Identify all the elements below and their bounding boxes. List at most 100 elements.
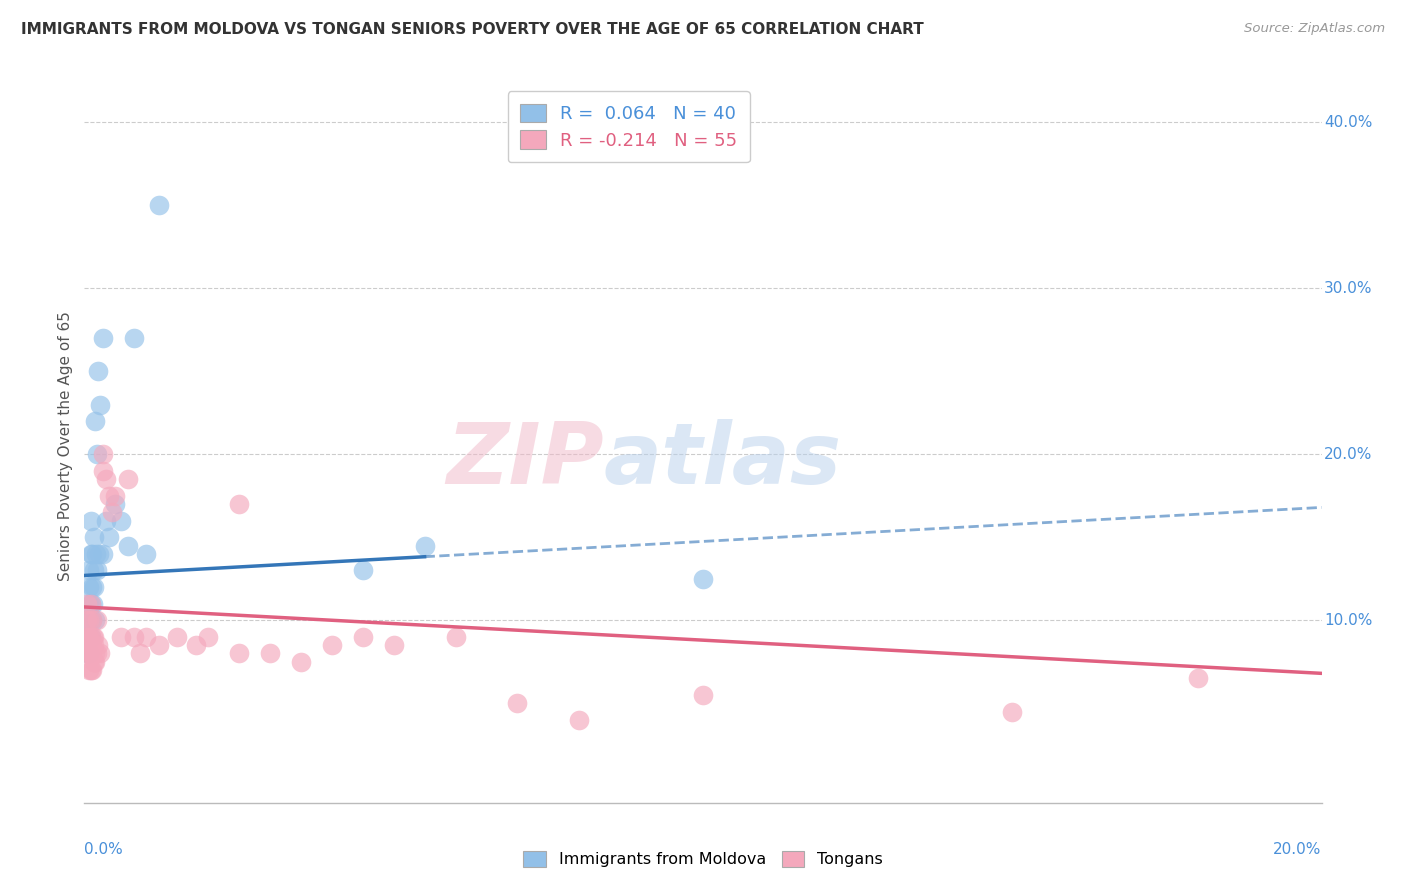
Point bbox=[87, 364, 110, 378]
Point bbox=[692, 572, 714, 586]
Point bbox=[228, 497, 250, 511]
Point bbox=[91, 547, 114, 561]
Point bbox=[104, 497, 127, 511]
Point bbox=[352, 564, 374, 578]
Point bbox=[122, 331, 145, 345]
Point bbox=[83, 655, 105, 669]
Point bbox=[87, 638, 110, 652]
Text: 20.0%: 20.0% bbox=[1274, 842, 1322, 857]
Point bbox=[76, 647, 98, 661]
Point bbox=[84, 547, 107, 561]
Point bbox=[80, 663, 103, 677]
Point bbox=[82, 630, 104, 644]
Text: Source: ZipAtlas.com: Source: ZipAtlas.com bbox=[1244, 22, 1385, 36]
Point bbox=[117, 539, 139, 553]
Point bbox=[79, 647, 101, 661]
Point bbox=[86, 647, 108, 661]
Point bbox=[79, 547, 101, 561]
Point bbox=[82, 547, 104, 561]
Point bbox=[321, 638, 343, 652]
Point bbox=[228, 647, 250, 661]
Point bbox=[82, 580, 104, 594]
Point bbox=[77, 647, 100, 661]
Point bbox=[83, 564, 105, 578]
Point bbox=[166, 630, 188, 644]
Y-axis label: Seniors Poverty Over the Age of 65: Seniors Poverty Over the Age of 65 bbox=[58, 311, 73, 581]
Point bbox=[110, 514, 132, 528]
Point bbox=[87, 547, 110, 561]
Point bbox=[79, 630, 101, 644]
Point bbox=[1187, 671, 1209, 685]
Point bbox=[444, 630, 467, 644]
Point bbox=[77, 630, 100, 644]
Point bbox=[83, 414, 105, 428]
Point bbox=[86, 564, 108, 578]
Point bbox=[197, 630, 219, 644]
Point bbox=[77, 630, 100, 644]
Point bbox=[79, 663, 101, 677]
Point bbox=[79, 564, 101, 578]
Point bbox=[382, 638, 405, 652]
Point bbox=[76, 597, 98, 611]
Point bbox=[76, 613, 98, 627]
Text: 30.0%: 30.0% bbox=[1324, 281, 1372, 296]
Point bbox=[89, 647, 111, 661]
Point bbox=[75, 630, 97, 644]
Point bbox=[79, 613, 101, 627]
Point bbox=[77, 580, 100, 594]
Point bbox=[568, 713, 591, 727]
Point bbox=[101, 505, 124, 519]
Point bbox=[86, 613, 108, 627]
Point bbox=[83, 630, 105, 644]
Point bbox=[82, 613, 104, 627]
Point bbox=[89, 397, 111, 411]
Text: 40.0%: 40.0% bbox=[1324, 115, 1372, 130]
Text: IMMIGRANTS FROM MOLDOVA VS TONGAN SENIORS POVERTY OVER THE AGE OF 65 CORRELATION: IMMIGRANTS FROM MOLDOVA VS TONGAN SENIOR… bbox=[21, 22, 924, 37]
Point bbox=[77, 613, 100, 627]
Point bbox=[79, 630, 101, 644]
Point bbox=[80, 647, 103, 661]
Point bbox=[413, 539, 436, 553]
Point bbox=[352, 630, 374, 644]
Point bbox=[83, 638, 105, 652]
Point bbox=[79, 514, 101, 528]
Point bbox=[84, 613, 107, 627]
Point bbox=[76, 647, 98, 661]
Point bbox=[83, 580, 105, 594]
Point bbox=[76, 613, 98, 627]
Point bbox=[82, 597, 104, 611]
Point bbox=[148, 198, 170, 212]
Point bbox=[94, 472, 117, 486]
Text: atlas: atlas bbox=[605, 418, 842, 502]
Point bbox=[79, 663, 101, 677]
Point bbox=[84, 655, 107, 669]
Point bbox=[129, 647, 152, 661]
Point bbox=[110, 630, 132, 644]
Point bbox=[79, 597, 101, 611]
Point bbox=[77, 647, 100, 661]
Text: 10.0%: 10.0% bbox=[1324, 613, 1372, 628]
Point bbox=[79, 630, 101, 644]
Point bbox=[184, 638, 207, 652]
Point bbox=[148, 638, 170, 652]
Point bbox=[98, 489, 121, 503]
Point bbox=[122, 630, 145, 644]
Text: ZIP: ZIP bbox=[446, 418, 605, 502]
Text: 20.0%: 20.0% bbox=[1324, 447, 1372, 462]
Point bbox=[91, 464, 114, 478]
Legend: R =  0.064   N = 40, R = -0.214   N = 55: R = 0.064 N = 40, R = -0.214 N = 55 bbox=[508, 91, 749, 162]
Legend: Immigrants from Moldova, Tongans: Immigrants from Moldova, Tongans bbox=[516, 843, 890, 875]
Point bbox=[94, 514, 117, 528]
Point bbox=[692, 688, 714, 702]
Point bbox=[104, 489, 127, 503]
Text: 0.0%: 0.0% bbox=[84, 842, 124, 857]
Point bbox=[1001, 705, 1024, 719]
Point bbox=[82, 638, 104, 652]
Point bbox=[135, 547, 157, 561]
Point bbox=[86, 447, 108, 461]
Point bbox=[79, 597, 101, 611]
Point bbox=[506, 696, 529, 710]
Point bbox=[83, 530, 105, 544]
Point bbox=[79, 597, 101, 611]
Point bbox=[117, 472, 139, 486]
